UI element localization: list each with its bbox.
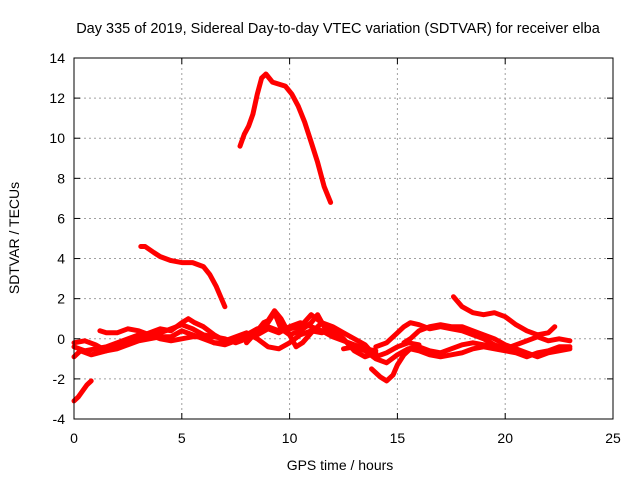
x-tick-label: 15: [390, 430, 406, 446]
x-tick-label: 10: [282, 430, 298, 446]
y-tick-label: 14: [49, 50, 65, 66]
series-line-arc-13: [71, 378, 94, 404]
series-line-arc-8: [373, 320, 573, 352]
y-tick-label: 6: [57, 210, 65, 226]
series-line-arc-6: [341, 340, 508, 366]
y-tick-label: 12: [49, 90, 65, 106]
y-tick-label: -4: [53, 411, 66, 427]
series-line-arc-4: [97, 312, 336, 346]
series-line-arc-12: [237, 71, 334, 205]
series-line-arc-9: [401, 322, 573, 360]
series-line-arc-11: [138, 244, 228, 310]
y-tick-label: 2: [57, 291, 65, 307]
x-tick-label: 25: [605, 430, 621, 446]
y-tick-label: 10: [49, 130, 65, 146]
y-tick-label: 8: [57, 170, 65, 186]
chart-title: Day 335 of 2019, Sidereal Day-to-day VTE…: [76, 21, 601, 37]
x-axis-label: GPS time / hours: [287, 457, 394, 473]
series-line-arc-3: [71, 316, 379, 360]
plot-frame: [73, 57, 614, 420]
y-tick-label: 4: [57, 251, 65, 267]
x-tick-label: 20: [497, 430, 513, 446]
x-tick-label: 0: [70, 430, 78, 446]
series-line-arc-5: [244, 308, 422, 360]
y-tick-label: 0: [57, 331, 65, 347]
y-tick-label: -2: [53, 371, 66, 387]
x-tick-label: 5: [178, 430, 186, 446]
grid: [74, 58, 613, 419]
series-line-arc-10: [451, 294, 558, 338]
data-series-group: [71, 71, 573, 404]
axis-ticks: 0 5 10 15 20 25 -4 -2 0 2 4 6 8 10 12 14: [49, 50, 621, 446]
y-axis-label: SDTVAR / TECUs: [6, 182, 22, 294]
